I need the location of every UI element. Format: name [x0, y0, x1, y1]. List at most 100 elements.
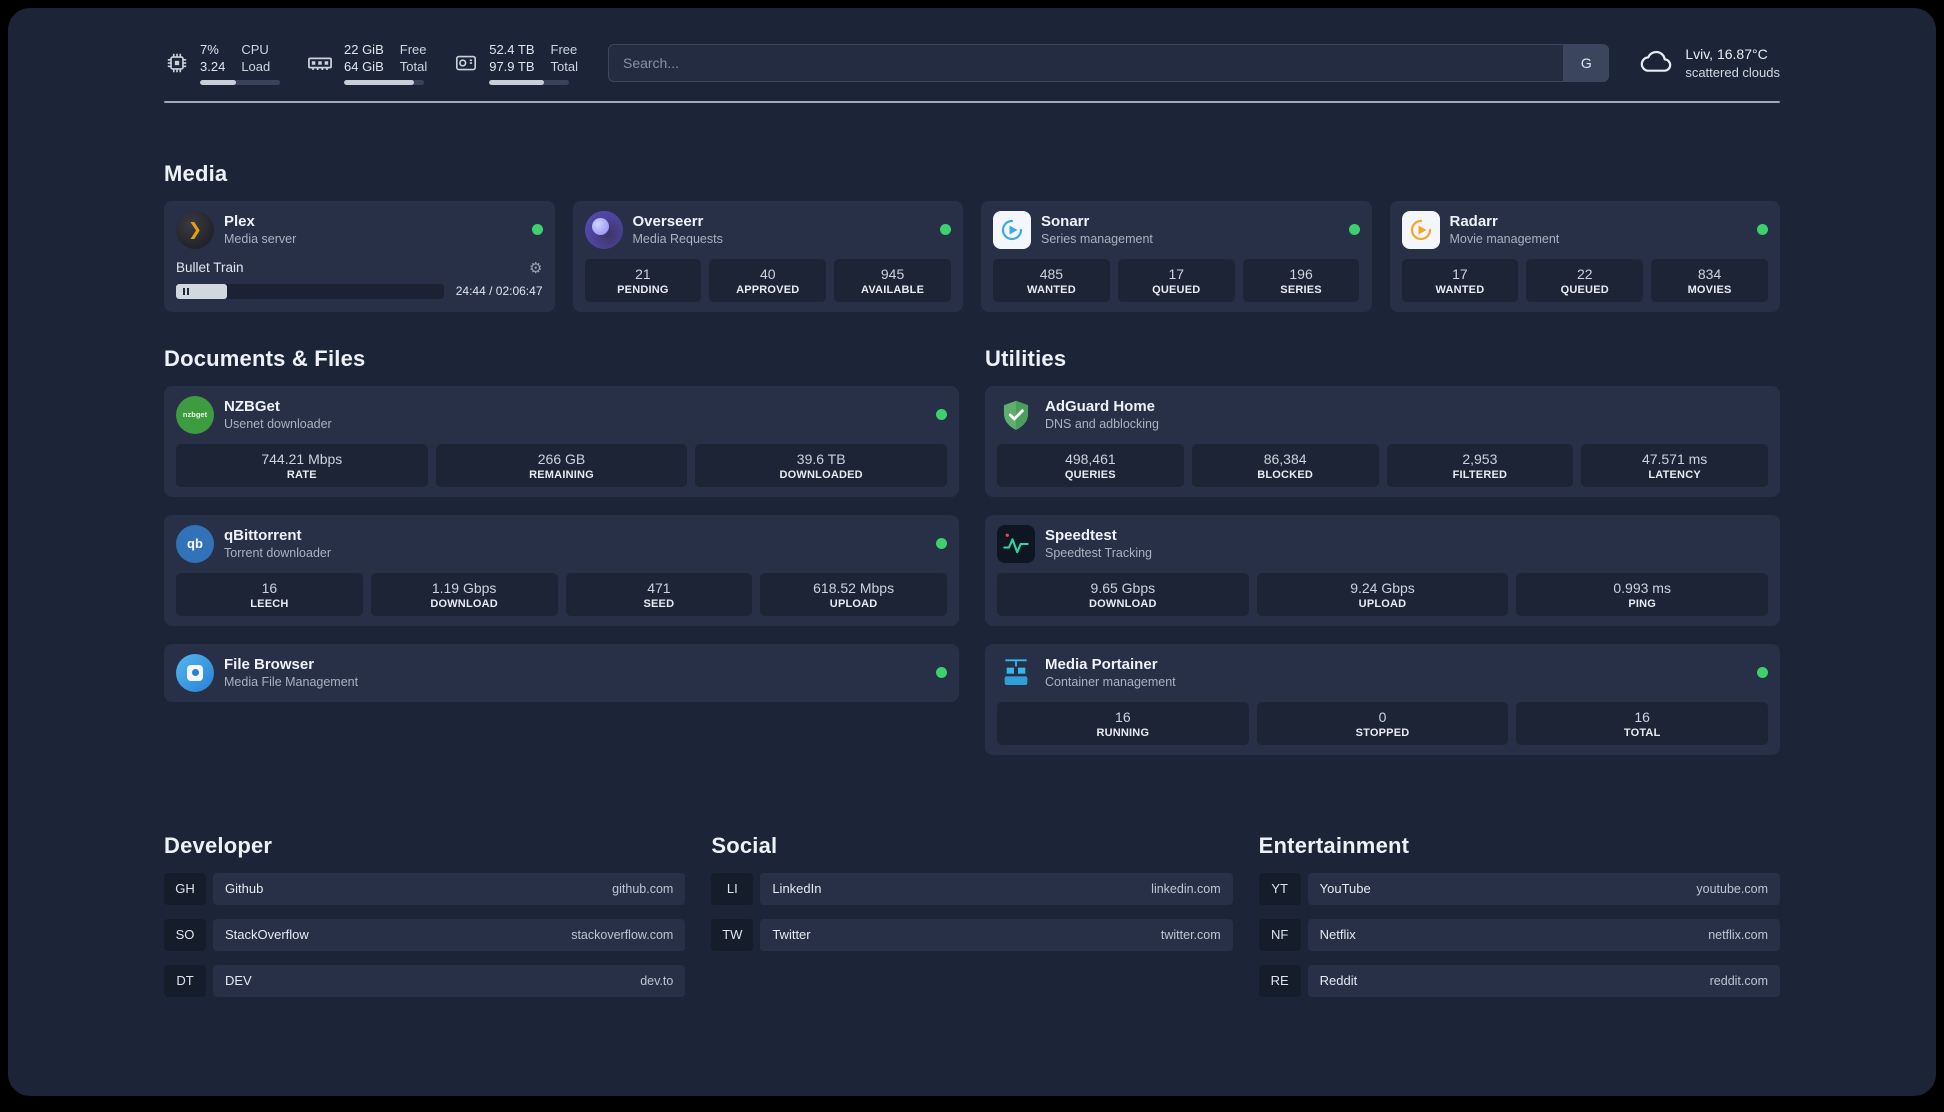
gear-icon[interactable]: ⚙	[529, 259, 543, 277]
search-input[interactable]	[607, 44, 1564, 83]
service-card-speedtest[interactable]: Speedtest Speedtest Tracking 9.65 Gbps D…	[985, 514, 1780, 626]
bookmark-dev[interactable]: DT DEV dev.to	[164, 964, 686, 997]
bookmark-url: stackoverflow.com	[571, 927, 674, 942]
disk-progress-bar	[489, 79, 570, 85]
playback-time: 24:44 / 02:06:47	[455, 284, 543, 299]
dashboard-page: 7% 3.24 CPU Load	[8, 8, 1936, 1096]
cpu-progress-bar	[200, 79, 280, 85]
bookmark-url: linkedin.com	[1151, 881, 1221, 896]
bookmark-abbr: NF	[1258, 918, 1301, 951]
bookmark-stackoverflow[interactable]: SO StackOverflow stackoverflow.com	[164, 918, 686, 951]
cloud-icon	[1639, 46, 1675, 81]
bookmark-reddit[interactable]: RE Reddit reddit.com	[1258, 964, 1780, 997]
section-entertainment: Entertainment YT YouTube youtube.com NF …	[1258, 832, 1780, 997]
weather-widget[interactable]: Lviv, 16.87°C scattered clouds	[1639, 45, 1780, 81]
weather-condition: scattered clouds	[1685, 65, 1780, 81]
stat-tile: 744.21 Mbps RATE	[176, 443, 428, 487]
bookmark-name: Twitter	[772, 927, 811, 943]
bookmark-linkedin[interactable]: LI LinkedIn linkedin.com	[711, 872, 1233, 905]
service-card-qbittorrent[interactable]: qb qBittorrent Torrent downloader 16 LEE…	[164, 514, 959, 626]
memory-free: 22 GiB	[344, 42, 384, 57]
section-developer: Developer GH Github github.com SO StackO…	[164, 833, 686, 997]
cpu-percent: 7%	[200, 42, 219, 57]
search-provider-button[interactable]: G	[1563, 44, 1610, 83]
pause-icon	[183, 287, 185, 295]
topbar-divider	[164, 100, 1780, 103]
bookmark-name: Reddit	[1319, 973, 1358, 989]
service-card-plex[interactable]: ❯ Plex Media server Bullet Train ⚙	[164, 200, 555, 312]
status-dot	[1757, 224, 1768, 236]
status-dot	[1757, 667, 1768, 679]
service-subtitle: Media File Management	[224, 675, 359, 690]
bookmark-abbr: GH	[164, 872, 206, 905]
service-card-portainer[interactable]: Media Portainer Container management 16 …	[985, 643, 1780, 755]
bookmark-abbr: RE	[1258, 964, 1301, 997]
service-card-adguard[interactable]: AdGuard Home DNS and adblocking 498,461 …	[985, 385, 1780, 497]
bookmark-netflix[interactable]: NF Netflix netflix.com	[1258, 918, 1780, 951]
service-subtitle: Usenet downloader	[224, 417, 332, 432]
section-social: Social LI LinkedIn linkedin.com TW Twitt…	[711, 832, 1233, 951]
topbar: 7% 3.24 CPU Load	[164, 42, 1780, 85]
service-subtitle: DNS and adblocking	[1045, 417, 1159, 432]
filebrowser-icon	[176, 653, 214, 692]
service-subtitle: Media server	[224, 232, 297, 247]
stat-tile: 16 LEECH	[176, 572, 363, 616]
cpu-label-1: CPU	[241, 42, 269, 57]
nzbget-icon: nzbget	[176, 395, 214, 434]
stat-tile: 17 WANTED	[1401, 258, 1519, 302]
service-card-overseerr[interactable]: Overseerr Media Requests 21 PENDING 40 A…	[572, 200, 963, 312]
service-card-sonarr[interactable]: Sonarr Series management 485 WANTED 17 Q…	[981, 200, 1372, 312]
stat-tile: 17 QUEUED	[1117, 258, 1235, 302]
stat-tile: 39.6 TB DOWNLOADED	[695, 443, 948, 487]
memory-total: 64 GiB	[344, 58, 384, 74]
disk-icon	[453, 50, 479, 76]
section-title-media: Media	[164, 160, 228, 186]
service-subtitle: Movie management	[1449, 232, 1560, 247]
stat-tile: 40 APPROVED	[709, 258, 827, 302]
memory-widget: 22 GiB 64 GiB Free Total	[306, 42, 427, 85]
stat-tile: 1.19 Gbps DOWNLOAD	[370, 572, 558, 616]
disk-widget: 52.4 TB 97.9 TB Free Total	[453, 42, 578, 85]
qbittorrent-icon: qb	[176, 524, 214, 563]
service-card-nzbget[interactable]: nzbget NZBGet Usenet downloader 744.21 M…	[164, 385, 959, 497]
adguard-icon	[997, 396, 1035, 434]
section-title-entertainment: Entertainment	[1258, 832, 1410, 858]
section-title-social: Social	[711, 832, 778, 858]
cpu-load: 3.24	[200, 58, 226, 74]
bookmark-url: youtube.com	[1696, 881, 1768, 896]
bookmark-name: DEV	[225, 973, 252, 989]
stat-tile: 196 SERIES	[1242, 258, 1360, 302]
bookmark-abbr: LI	[711, 872, 754, 905]
service-card-filebrowser[interactable]: File Browser Media File Management	[164, 643, 959, 702]
bookmark-url: github.com	[612, 881, 674, 896]
stat-tile: 618.52 Mbps UPLOAD	[760, 572, 947, 616]
service-name: NZBGet	[224, 397, 280, 415]
stat-tile: 471 SEED	[565, 572, 753, 616]
service-subtitle: Series management	[1041, 232, 1153, 247]
bookmark-url: twitter.com	[1160, 927, 1221, 942]
status-dot	[936, 538, 947, 550]
service-name: Plex	[224, 212, 255, 230]
stat-tile: 22 QUEUED	[1526, 258, 1644, 302]
section-documents: Documents & Files nzbget NZBGet Usenet d…	[164, 346, 959, 702]
service-subtitle: Media Requests	[632, 232, 723, 247]
portainer-icon	[997, 654, 1035, 692]
stat-tile: 9.24 Gbps UPLOAD	[1256, 572, 1509, 616]
section-title-documents: Documents & Files	[164, 345, 366, 371]
disk-total: 97.9 TB	[489, 58, 535, 74]
status-dot	[1348, 224, 1360, 236]
bookmark-github[interactable]: GH Github github.com	[164, 872, 686, 905]
search-bar: G	[607, 44, 1610, 83]
memory-icon	[306, 49, 334, 77]
bookmark-abbr: DT	[164, 964, 206, 997]
bookmark-youtube[interactable]: YT YouTube youtube.com	[1258, 872, 1780, 905]
bookmark-twitter[interactable]: TW Twitter twitter.com	[711, 918, 1233, 951]
section-media: Media ❯ Plex Media server Bullet Train	[164, 161, 1780, 312]
service-card-radarr[interactable]: Radarr Movie management 17 WANTED 22 QUE…	[1389, 200, 1780, 312]
status-dot	[940, 224, 951, 236]
stat-tile: 16 RUNNING	[997, 701, 1249, 745]
bookmark-url: dev.to	[640, 973, 674, 988]
stat-tile: 86,384 BLOCKED	[1191, 443, 1379, 487]
memory-label-2: Total	[399, 58, 428, 74]
stat-tile: 2,953 FILTERED	[1386, 443, 1574, 487]
